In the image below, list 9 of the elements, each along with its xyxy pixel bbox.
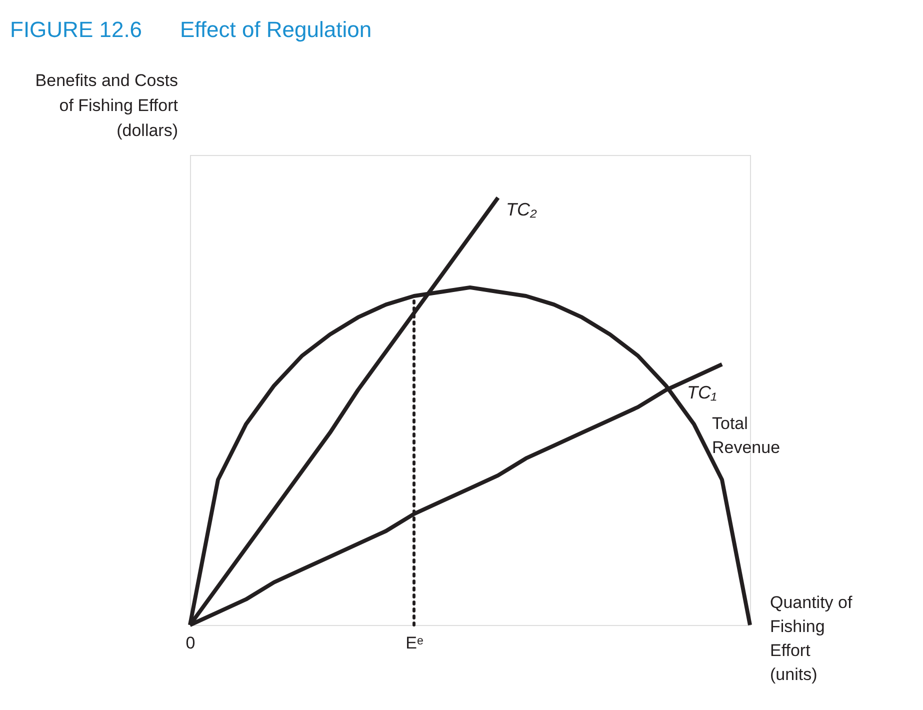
x-tick-label: 0 bbox=[186, 634, 196, 652]
x-tick-label: Eᵉ bbox=[406, 634, 424, 652]
y-axis-title: Benefits and Costs of Fishing Effort (dollars) bbox=[35, 71, 178, 140]
chart-subtitle: Effect of Regulation bbox=[180, 17, 372, 42]
series-label: TC₁ bbox=[687, 382, 717, 402]
x-axis-title: Quantity of Fishing Effort (units) bbox=[770, 593, 852, 684]
series-label: TC₂ bbox=[506, 200, 537, 220]
series-label: Total Revenue bbox=[712, 414, 780, 458]
chart-title: FIGURE 12.6 bbox=[10, 17, 142, 42]
